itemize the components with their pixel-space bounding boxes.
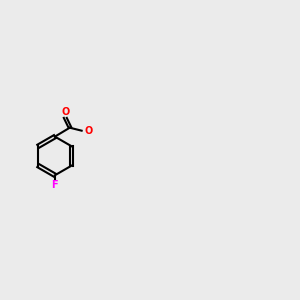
Text: O: O [61,107,69,117]
Text: F: F [52,180,58,190]
Text: O: O [85,126,93,136]
